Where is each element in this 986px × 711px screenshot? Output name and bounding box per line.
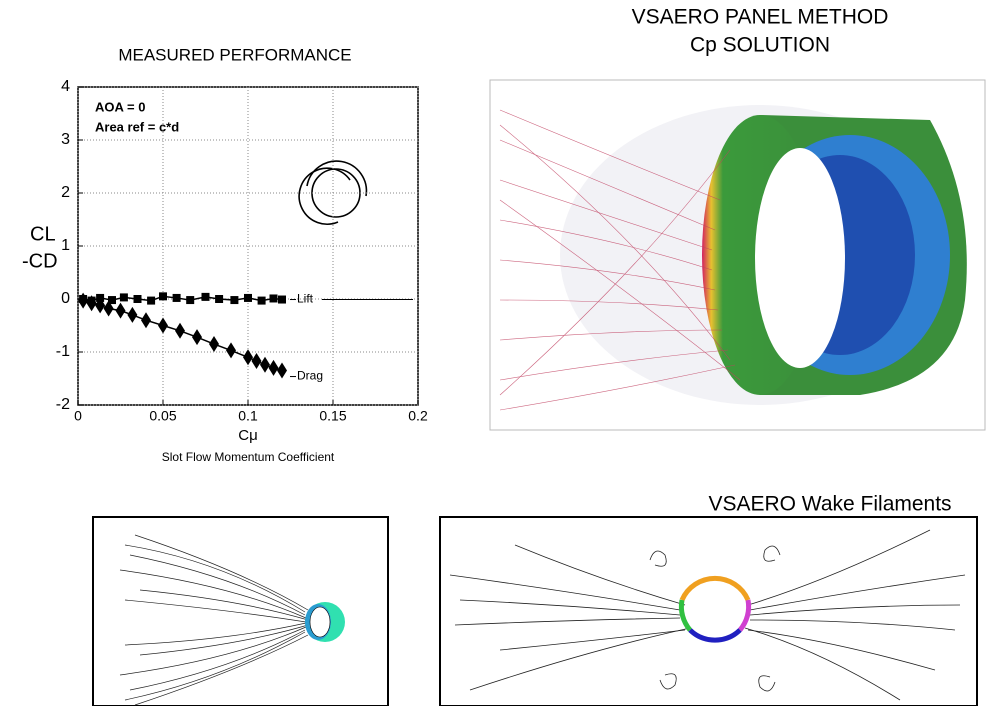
marker xyxy=(252,353,262,369)
marker xyxy=(244,294,252,302)
marker xyxy=(260,357,270,373)
annotation: AOA = 0 xyxy=(95,99,145,114)
marker xyxy=(277,363,287,379)
series-label: Drag xyxy=(297,369,323,383)
marker xyxy=(186,296,194,304)
x-tick-label: 0.15 xyxy=(319,408,346,424)
marker xyxy=(141,312,151,328)
figure: MEASURED PERFORMANCE AOA = 0 Area ref = … xyxy=(0,0,986,706)
marker xyxy=(158,318,168,334)
marker xyxy=(120,293,128,301)
series-label: Lift xyxy=(297,292,314,306)
marker xyxy=(192,329,202,345)
marker xyxy=(270,294,278,302)
x-tick-label: 0.05 xyxy=(149,408,176,424)
x-tick-label: 0.1 xyxy=(238,408,258,424)
marker xyxy=(258,297,266,305)
x-tick-label: 0 xyxy=(74,408,82,424)
panel-title: Cp SOLUTION xyxy=(690,34,830,57)
y-axis-label: CL xyxy=(30,223,56,245)
cp-render xyxy=(490,80,985,430)
panel-title: VSAERO PANEL METHOD xyxy=(632,6,889,29)
marker xyxy=(226,342,236,358)
marker xyxy=(78,293,88,309)
chart-title: MEASURED PERFORMANCE xyxy=(118,45,351,64)
x-axis-sublabel: Slot Flow Momentum Coefficient xyxy=(162,450,335,464)
y-tick-label: -1 xyxy=(56,343,70,360)
marker xyxy=(173,294,181,302)
y-tick-label: 0 xyxy=(61,290,70,307)
marker xyxy=(215,295,223,303)
marker xyxy=(269,360,279,376)
marker xyxy=(175,323,185,339)
panel-title: VSAERO Wake Filaments xyxy=(708,493,951,516)
y-tick-label: 2 xyxy=(61,184,70,201)
y-tick-label: -2 xyxy=(56,396,70,413)
y-axis-label: -CD xyxy=(22,250,58,272)
marker xyxy=(209,336,219,352)
wake-left xyxy=(93,517,388,706)
marker xyxy=(243,349,253,365)
y-tick-label: 1 xyxy=(61,237,70,254)
x-tick-label: 0.2 xyxy=(408,408,428,424)
annotation: Area ref = c*d xyxy=(95,119,179,134)
marker xyxy=(278,296,286,304)
marker xyxy=(127,307,137,323)
marker xyxy=(159,292,167,300)
wake-right xyxy=(440,517,977,706)
marker xyxy=(202,293,210,301)
x-axis-label: Cμ xyxy=(238,427,257,444)
marker xyxy=(134,295,142,303)
marker xyxy=(147,297,155,305)
marker xyxy=(230,296,238,304)
marker xyxy=(116,303,126,319)
y-tick-label: 4 xyxy=(61,78,70,95)
y-tick-label: 3 xyxy=(61,131,70,148)
